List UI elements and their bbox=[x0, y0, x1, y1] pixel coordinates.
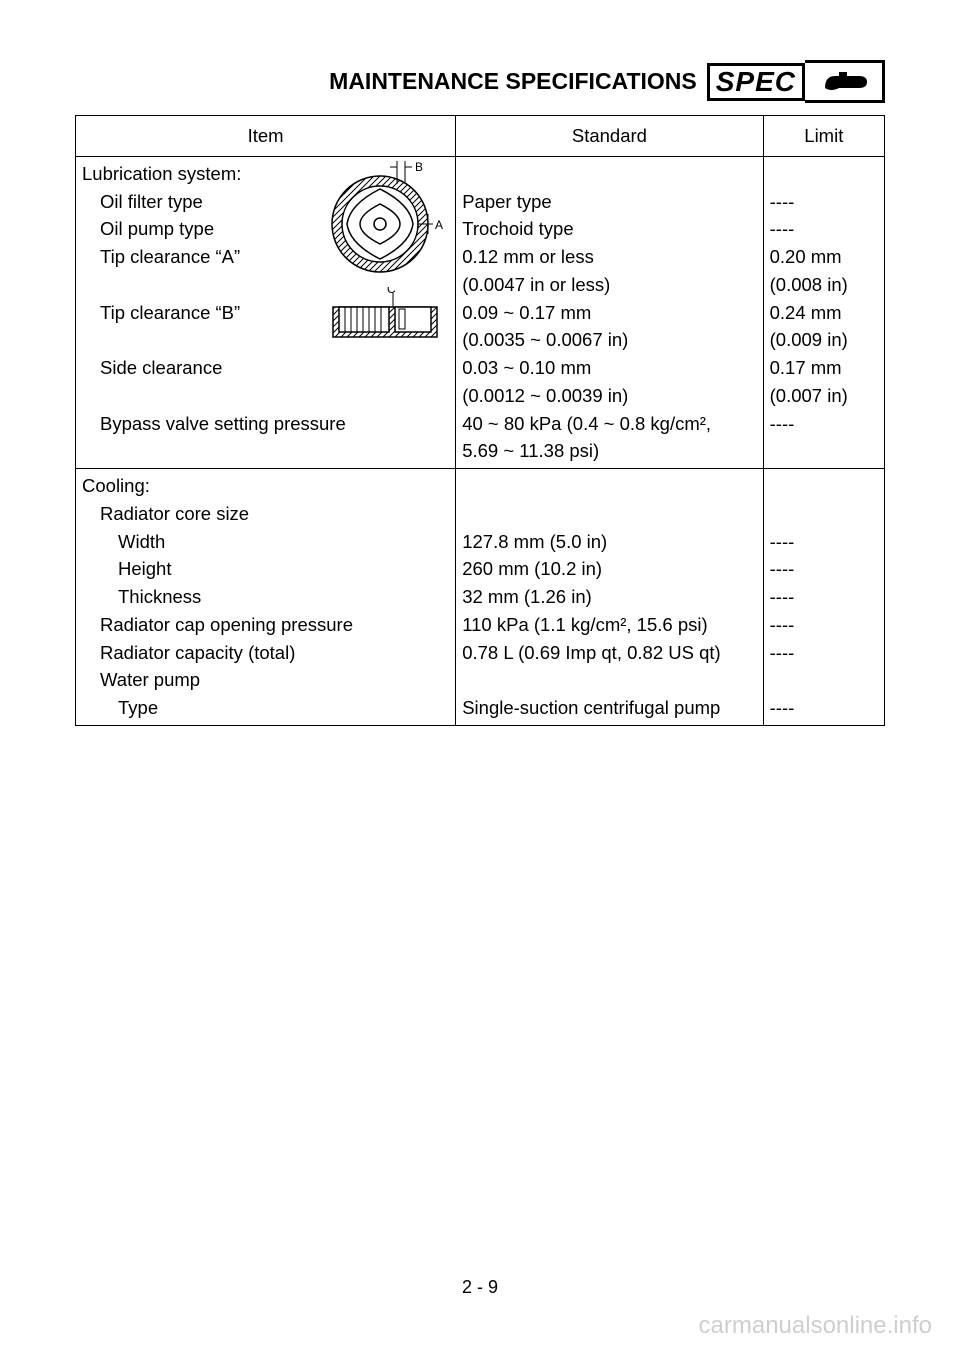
spacer bbox=[770, 472, 878, 500]
standard-cell: Paper typeTrochoid type0.12 mm or less(0… bbox=[456, 156, 763, 468]
item-label: Radiator capacity (total) bbox=[82, 639, 449, 667]
limit-value: ---- bbox=[770, 639, 878, 667]
standard-value: 32 mm (1.26 in) bbox=[462, 583, 756, 611]
table-row: Cooling: Radiator core sizeWidthHeightThi… bbox=[76, 469, 885, 726]
spacer bbox=[770, 160, 878, 188]
limit-value: ---- bbox=[770, 694, 878, 722]
limit-value: ---- bbox=[770, 528, 878, 556]
limit-value bbox=[770, 666, 878, 694]
item-label: Side clearance bbox=[82, 354, 449, 382]
standard-value: 40 ~ 80 kPa (0.4 ~ 0.8 kg/cm², bbox=[462, 410, 756, 438]
spacer bbox=[462, 472, 756, 500]
standard-value: 110 kPa (1.1 kg/cm², 15.6 psi) bbox=[462, 611, 756, 639]
limit-value bbox=[770, 437, 878, 465]
page-number: 2 - 9 bbox=[0, 1277, 960, 1298]
limit-value: ---- bbox=[770, 410, 878, 438]
limit-value: (0.009 in) bbox=[770, 326, 878, 354]
standard-value: 0.03 ~ 0.10 mm bbox=[462, 354, 756, 382]
table-header-row: Item Standard Limit bbox=[76, 116, 885, 157]
table-row: Lubrication system:Oil filter typeOil pu… bbox=[76, 156, 885, 468]
item-label: Radiator core size bbox=[82, 500, 449, 528]
side-clearance-diagram-icon: C bbox=[325, 287, 445, 342]
standard-value: 260 mm (10.2 in) bbox=[462, 555, 756, 583]
spacer bbox=[462, 160, 756, 188]
standard-value: 0.78 L (0.69 Imp qt, 0.82 US qt) bbox=[462, 639, 756, 667]
limit-value: ---- bbox=[770, 611, 878, 639]
svg-text:C: C bbox=[387, 287, 396, 296]
section-heading: Lubrication system: bbox=[82, 163, 241, 184]
standard-value: 0.12 mm or less bbox=[462, 243, 756, 271]
standard-cell: 127.8 mm (5.0 in)260 mm (10.2 in)32 mm (… bbox=[456, 469, 763, 726]
item-label: Height bbox=[82, 555, 449, 583]
svg-text:A: A bbox=[435, 218, 443, 232]
spec-table: Item Standard Limit Lubrication system:O… bbox=[75, 115, 885, 726]
standard-value: (0.0035 ~ 0.0067 in) bbox=[462, 326, 756, 354]
limit-value: ---- bbox=[770, 188, 878, 216]
item-label: Bypass valve setting pressure bbox=[82, 410, 449, 438]
spec-icon bbox=[805, 60, 885, 103]
limit-value: ---- bbox=[770, 583, 878, 611]
limit-value: 0.24 mm bbox=[770, 299, 878, 327]
spacer bbox=[82, 382, 449, 410]
limit-value bbox=[770, 500, 878, 528]
watermark: carmanualsonline.info bbox=[699, 1312, 932, 1340]
standard-value: 127.8 mm (5.0 in) bbox=[462, 528, 756, 556]
svg-text:B: B bbox=[415, 160, 423, 174]
standard-value bbox=[462, 500, 756, 528]
standard-value: Paper type bbox=[462, 188, 756, 216]
item-label: Width bbox=[82, 528, 449, 556]
limit-value: (0.007 in) bbox=[770, 382, 878, 410]
oil-pump-diagram-icon: A B bbox=[325, 159, 445, 279]
standard-value bbox=[462, 666, 756, 694]
item-label: Water pump bbox=[82, 666, 449, 694]
col-header-limit: Limit bbox=[763, 116, 884, 157]
page-header: MAINTENANCE SPECIFICATIONS SPEC bbox=[75, 60, 885, 103]
section-heading: Cooling: bbox=[82, 475, 150, 496]
standard-value: (0.0047 in or less) bbox=[462, 271, 756, 299]
standard-value: Trochoid type bbox=[462, 215, 756, 243]
standard-value: 5.69 ~ 11.38 psi) bbox=[462, 437, 756, 465]
spacer bbox=[82, 437, 449, 465]
header-title: MAINTENANCE SPECIFICATIONS bbox=[329, 68, 697, 95]
standard-value: Single-suction centrifugal pump bbox=[462, 694, 756, 722]
limit-value: ---- bbox=[770, 555, 878, 583]
item-label: Type bbox=[82, 694, 449, 722]
standard-value: 0.09 ~ 0.17 mm bbox=[462, 299, 756, 327]
col-header-standard: Standard bbox=[456, 116, 763, 157]
limit-cell: -------------------- ---- bbox=[763, 469, 884, 726]
item-label: Thickness bbox=[82, 583, 449, 611]
item-label: Radiator cap opening pressure bbox=[82, 611, 449, 639]
limit-value: 0.20 mm bbox=[770, 243, 878, 271]
limit-value: 0.17 mm bbox=[770, 354, 878, 382]
item-cell: Cooling: Radiator core sizeWidthHeightThi… bbox=[76, 469, 456, 726]
col-header-item: Item bbox=[76, 116, 456, 157]
limit-value: ---- bbox=[770, 215, 878, 243]
limit-cell: --------0.20 mm(0.008 in)0.24 mm(0.009 i… bbox=[763, 156, 884, 468]
item-cell: Lubrication system:Oil filter typeOil pu… bbox=[76, 156, 456, 468]
limit-value: (0.008 in) bbox=[770, 271, 878, 299]
standard-value: (0.0012 ~ 0.0039 in) bbox=[462, 382, 756, 410]
spec-badge: SPEC bbox=[707, 63, 805, 101]
